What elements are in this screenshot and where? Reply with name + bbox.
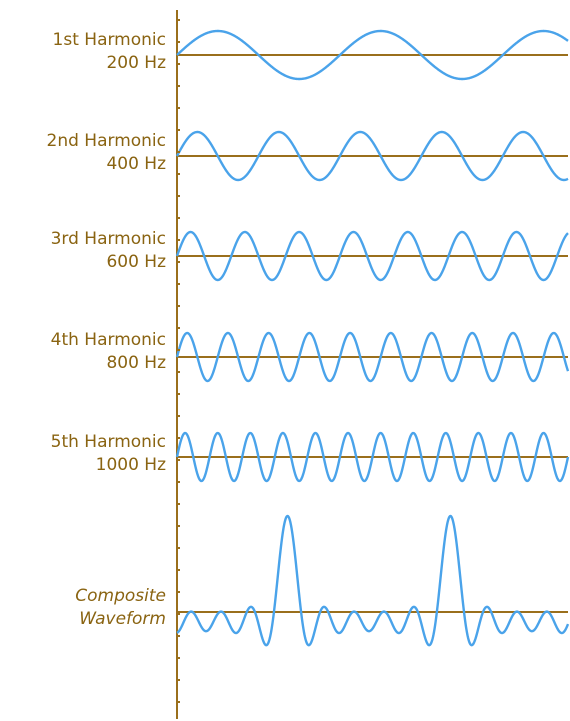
waveform-h5 — [175, 431, 570, 483]
row-label-h2: 2nd Harmonic 400 Hz — [47, 130, 166, 176]
waveform-h3 — [175, 230, 569, 282]
row-label-h4: 4th Harmonic 800 Hz — [51, 329, 166, 375]
harmonic-frequency: 1000 Hz — [95, 455, 166, 475]
row-label-h5: 5th Harmonic 1000 Hz — [51, 431, 166, 477]
waves-group — [175, 29, 570, 647]
harmonic-name: 1st Harmonic — [52, 30, 166, 50]
harmonic-name: 5th Harmonic — [50, 432, 166, 452]
row-label-h3: 3rd Harmonic 600 Hz — [51, 228, 166, 274]
row-label-composite: Composite Waveform — [75, 585, 166, 631]
row-label-h1: 1st Harmonic 200 Hz — [53, 29, 166, 75]
waveform-h4 — [175, 331, 570, 383]
harmonic-name: 3rd Harmonic — [50, 229, 166, 249]
harmonic-frequency: 800 Hz — [106, 353, 166, 373]
harmonic-name: 4th Harmonic — [50, 330, 166, 350]
waveform-h1 — [176, 29, 569, 81]
waveform-h2 — [175, 130, 569, 182]
composite-label-line2: Waveform — [79, 609, 166, 629]
waveform-composite — [176, 514, 570, 647]
axis-ticks-group — [176, 19, 180, 703]
composite-label-line1: Composite — [75, 586, 166, 606]
harmonic-name: 2nd Harmonic — [46, 131, 166, 151]
harmonic-frequency: 600 Hz — [106, 252, 166, 272]
harmonic-frequency: 400 Hz — [106, 154, 166, 174]
harmonic-frequency: 200 Hz — [106, 53, 166, 73]
